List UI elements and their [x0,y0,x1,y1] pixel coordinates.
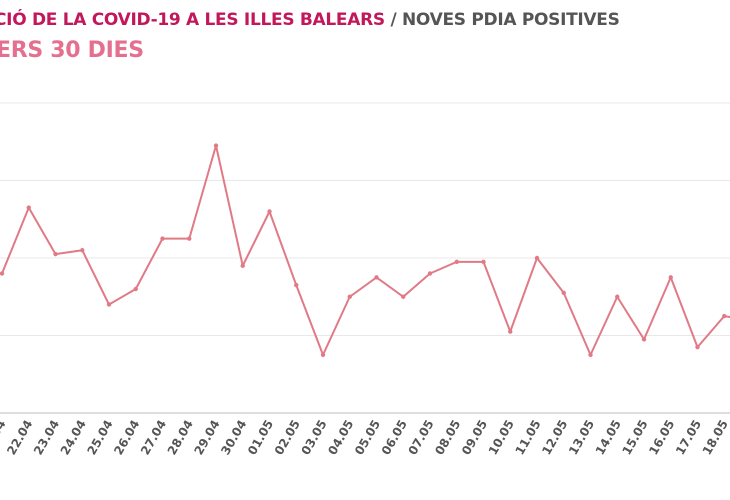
x-tick-label: 13.05 [566,418,597,458]
x-tick-label: 04.05 [325,418,356,458]
x-tick-label: 27.04 [138,418,169,458]
chart-title-main: CIÓ DE LA COVID-19 A LES ILLES BALEARS [0,10,385,30]
x-tick-label: 17.05 [673,418,704,458]
data-point[interactable] [722,313,727,319]
data-point[interactable] [401,294,406,299]
x-tick-label: 30.04 [218,418,249,458]
data-point[interactable] [374,275,379,280]
x-tick-label: 09.05 [459,418,490,458]
data-point[interactable] [26,205,31,210]
data-point[interactable] [0,271,5,276]
data-point[interactable] [160,236,165,241]
data-point[interactable] [508,329,513,334]
chart-subtitle: ERS 30 DIES [0,38,144,63]
x-tick-label: 14.05 [593,418,624,458]
data-point[interactable] [481,259,486,265]
chart-title-metric: NOVES PDIA POSITIVES [402,10,620,30]
data-point[interactable] [427,271,433,276]
x-tick-label: 05.05 [352,418,383,458]
data-point[interactable] [615,294,620,299]
x-tick-label: 25.04 [84,418,115,458]
series-line [1,144,730,356]
x-tick-label: 07.05 [405,418,436,458]
x-tick-label: 24.04 [58,418,89,458]
x-tick-label: 08.05 [432,418,463,458]
data-point[interactable] [294,282,299,288]
data-point[interactable] [588,352,593,358]
data-point[interactable] [534,255,540,261]
x-tick-label: 16.05 [646,418,677,458]
grid-lines [0,102,730,414]
chart-title-separator: / [384,10,402,30]
x-tick-label: 29.04 [191,418,222,458]
data-point[interactable] [320,352,326,358]
data-point[interactable] [668,275,673,280]
data-point[interactable] [213,143,219,148]
x-tick-label: 18.05 [700,418,730,458]
x-tick-label: 06.05 [379,418,410,458]
x-tick-label: 10.05 [486,418,517,458]
x-tick-label: 23.04 [31,418,62,458]
data-point[interactable] [695,344,700,350]
data-point[interactable] [80,248,85,253]
data-point[interactable] [106,302,112,307]
data-point[interactable] [267,209,272,214]
data-point[interactable] [133,286,138,292]
data-point[interactable] [187,236,192,241]
chart-title: CIÓ DE LA COVID-19 A LES ILLES BALEARS /… [0,10,620,30]
data-point[interactable] [347,294,352,299]
x-tick-label: 15.05 [619,418,650,458]
data-point[interactable] [240,263,245,268]
x-tick-label: 22.04 [4,418,35,458]
data-point[interactable] [454,259,459,265]
x-tick-label: 01.05 [245,418,276,458]
x-tick-label: 12.05 [539,418,570,458]
data-point[interactable] [641,337,647,342]
x-tick-label: 11.05 [512,418,543,458]
data-point[interactable] [53,251,58,257]
x-axis-labels: 0422.0423.0424.0425.0426.0427.0428.0429.… [0,418,730,458]
x-tick-label: 28.04 [165,418,196,458]
x-tick-label: 26.04 [111,418,142,458]
data-point[interactable] [561,290,566,296]
x-tick-label: 02.05 [272,418,303,458]
x-tick-label: 04 [0,418,9,439]
x-tick-label: 03.05 [298,418,329,458]
series-group [0,143,730,358]
